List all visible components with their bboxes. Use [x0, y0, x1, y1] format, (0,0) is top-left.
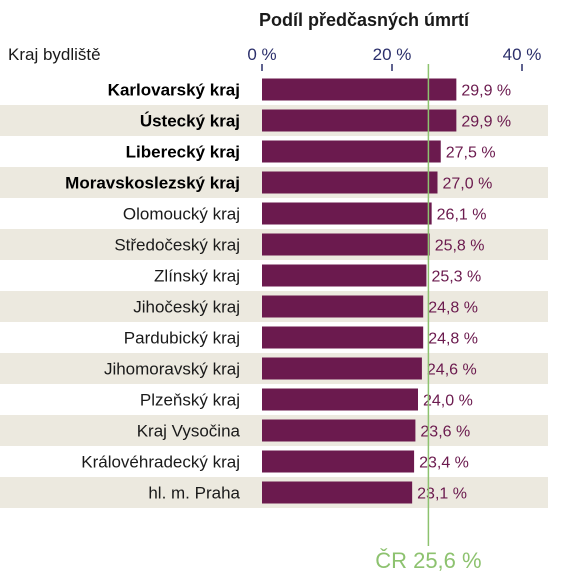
- bar: [262, 295, 424, 318]
- category-label: Ústecký kraj: [140, 112, 240, 131]
- bar: [262, 450, 415, 473]
- value-label: 27,5 %: [446, 145, 496, 162]
- bar: [262, 481, 413, 504]
- value-label: 27,0 %: [443, 176, 493, 193]
- category-axis-title: Kraj bydliště: [8, 45, 101, 64]
- category-label: Kraj Vysočina: [137, 422, 241, 441]
- value-label: 23,4 %: [419, 455, 469, 472]
- category-labels: Karlovarský kraj Ústecký kraj Liberecký kr…: [65, 81, 240, 503]
- x-tick-label: 40 %: [503, 45, 542, 64]
- category-label: Olomoucký kraj: [123, 205, 240, 224]
- bar: [262, 109, 457, 132]
- value-label: 25,3 %: [431, 269, 481, 286]
- bar: [262, 78, 457, 101]
- bar: [262, 419, 416, 442]
- bar: [262, 140, 441, 163]
- value-label: 24,8 %: [428, 331, 478, 348]
- bar: [262, 264, 427, 287]
- category-label: Královéhradecký kraj: [81, 453, 240, 472]
- bars: [262, 78, 457, 504]
- value-label: 24,8 %: [428, 300, 478, 317]
- value-label: 26,1 %: [437, 207, 487, 224]
- value-label: 23,1 %: [417, 486, 467, 503]
- category-label: Jihomoravský kraj: [104, 360, 240, 379]
- bar: [262, 326, 424, 349]
- value-label: 29,9 %: [461, 114, 511, 131]
- x-tick-label: 20 %: [373, 45, 412, 64]
- category-label: Středočeský kraj: [114, 236, 240, 255]
- bar: [262, 357, 422, 380]
- category-label: Karlovarský kraj: [108, 81, 240, 100]
- category-label: Liberecký kraj: [126, 143, 240, 162]
- value-label: 24,6 %: [427, 362, 477, 379]
- value-labels: 29,9 % 29,9 % 27,5 % 27,0 % 26,1 % 25,8 % 25,3…: [417, 83, 511, 503]
- category-label: Jihočeský kraj: [133, 298, 240, 317]
- value-label: 29,9 %: [461, 83, 511, 100]
- value-label: 24,0 %: [423, 393, 473, 410]
- chart-title: Podíl předčasných úmrtí: [259, 10, 470, 30]
- x-tick-label: 0 %: [247, 45, 276, 64]
- value-label: 25,8 %: [435, 238, 485, 255]
- category-label: Pardubický kraj: [124, 329, 240, 348]
- category-label: hl. m. Praha: [148, 484, 240, 503]
- category-label: Plzeňský kraj: [140, 391, 240, 410]
- bar: [262, 233, 430, 256]
- reference-line-group: ČR 25,6 %: [375, 64, 482, 573]
- category-label: Moravskoslezský kraj: [65, 174, 240, 193]
- reference-line-label: ČR 25,6 %: [375, 548, 481, 573]
- bar: [262, 171, 438, 194]
- bar: [262, 388, 418, 411]
- category-label: Zlínský kraj: [154, 267, 240, 286]
- bar: [262, 202, 432, 225]
- value-label: 23,6 %: [420, 424, 470, 441]
- x-axis-ticks: 0 % 20 % 40 %: [247, 45, 541, 71]
